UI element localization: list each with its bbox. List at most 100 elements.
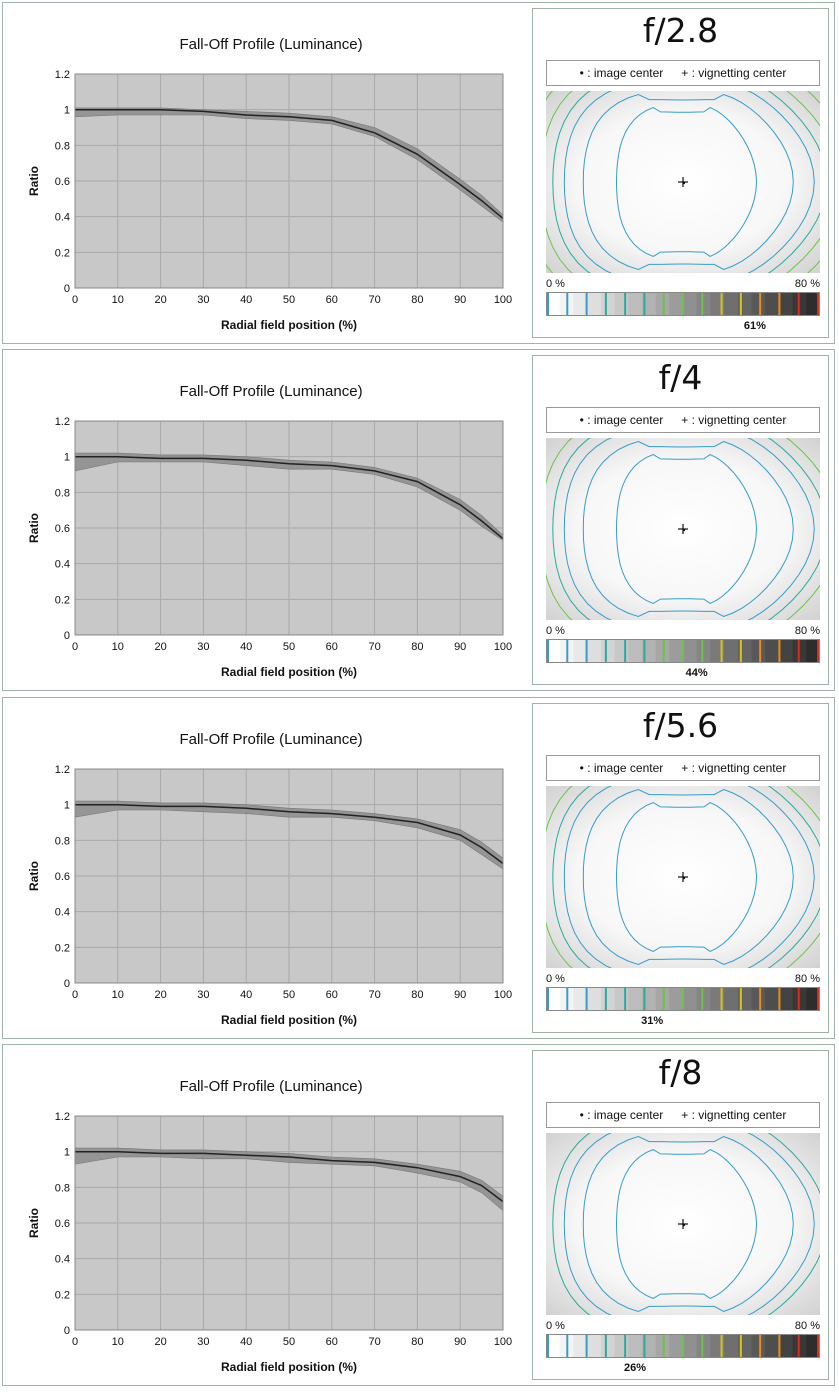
scale-segment <box>806 1334 820 1358</box>
scale-segment <box>778 1334 794 1358</box>
y-tick-label: 1 <box>64 452 70 464</box>
legend-vignetting-center: + : vignetting center <box>681 761 787 775</box>
center-legend: • : image center + : vignetting center <box>546 407 820 433</box>
vignetting-percent: 44% <box>685 667 708 679</box>
scale-segment <box>600 1334 615 1358</box>
scale-segment <box>765 1334 780 1358</box>
scale-segment <box>587 292 602 316</box>
x-tick-label: 80 <box>411 641 423 653</box>
y-tick-label: 0 <box>64 630 70 642</box>
x-tick-label: 70 <box>368 641 380 653</box>
y-axis-label: Ratio <box>27 1208 41 1238</box>
falloff-chart-svg: Fall-Off Profile (Luminance) 0 0.2 0.4 0.6 0.… <box>27 731 512 1027</box>
vignetting-percent: 61% <box>743 320 766 332</box>
x-tick-label: 50 <box>283 989 295 1001</box>
x-tick-label: 60 <box>326 641 338 653</box>
vignetting-contour <box>563 91 815 273</box>
scale-segment <box>614 292 629 316</box>
vignetting-contour <box>615 107 758 257</box>
panel-2: Fall-Off Profile (Luminance) 0 0.2 0.4 0.6 0.… <box>2 349 835 691</box>
vignetting-panel: f/2.8 • : image center + : vignetting cent… <box>532 8 829 338</box>
y-tick-label: 0.8 <box>55 140 70 152</box>
falloff-chart: Fall-Off Profile (Luminance) 0 0.2 0.4 0.6 0.… <box>3 1045 528 1387</box>
y-tick-label: 1.2 <box>55 1111 70 1123</box>
vignetting-scale <box>546 639 820 663</box>
falloff-chart: Fall-Off Profile (Luminance) 0 0.2 0.4 0.6 0.… <box>3 3 528 345</box>
plot-border <box>74 73 504 289</box>
x-axis-label: Radial field position (%) <box>221 1360 357 1374</box>
scale-segment <box>683 987 698 1011</box>
x-tick-label: 50 <box>283 641 295 653</box>
x-tick-label: 100 <box>494 1336 512 1348</box>
scale-segment <box>641 292 657 316</box>
scale-segment <box>765 639 780 663</box>
scale-segment <box>587 639 602 663</box>
scale-segment <box>546 1334 561 1358</box>
y-tick-label: 0 <box>64 283 70 295</box>
scale-border <box>546 1334 820 1358</box>
legend-image-center: • : image center <box>579 413 664 427</box>
falloff-curve <box>75 108 504 219</box>
x-tick-label: 30 <box>197 294 209 306</box>
vignetting-contour <box>552 1133 820 1315</box>
x-tick-label: 40 <box>240 989 252 1001</box>
falloff-curve <box>75 1150 504 1203</box>
vignetting-map <box>546 91 820 273</box>
scale-min-label: 0 % <box>546 625 565 637</box>
x-axis-label: Radial field position (%) <box>221 665 357 679</box>
x-tick-label: 60 <box>326 294 338 306</box>
y-tick-label: 0.6 <box>55 871 70 883</box>
y-tick-label: 0 <box>64 1325 70 1337</box>
x-tick-label: 30 <box>197 989 209 1001</box>
scale-segment <box>669 639 684 663</box>
scale-segment <box>778 639 794 663</box>
scale-segment <box>573 987 588 1011</box>
scale-segment <box>600 987 615 1011</box>
scale-segment <box>724 639 739 663</box>
vignetting-contour <box>582 788 794 966</box>
plot-border <box>74 420 504 636</box>
scale-min-label: 0 % <box>546 973 565 985</box>
y-tick-label: 0.8 <box>55 835 70 847</box>
vignetting-contour <box>615 802 758 952</box>
panel-3: Fall-Off Profile (Luminance) 0 0.2 0.4 0.6 0.… <box>2 697 835 1039</box>
vignetting-panel: f/5.6 • : image center + : vignetting cent… <box>532 703 829 1033</box>
legend-image-center: • : image center <box>579 1108 664 1122</box>
image-center-marker <box>682 1223 686 1227</box>
scale-segment <box>724 292 739 316</box>
scale-segment <box>806 639 820 663</box>
scale-segment <box>655 1334 670 1358</box>
y-tick-label: 0 <box>64 978 70 990</box>
y-tick-label: 0.4 <box>55 559 70 571</box>
chart-title: Fall-Off Profile (Luminance) <box>179 383 362 400</box>
legend-image-center: • : image center <box>579 761 664 775</box>
scale-min-label: 0 % <box>546 1320 565 1332</box>
vignetting-map <box>546 786 820 968</box>
chart-title: Fall-Off Profile (Luminance) <box>179 731 362 748</box>
scale-segment <box>641 987 657 1011</box>
scale-max-label: 80 % <box>794 1320 820 1332</box>
scale-segment <box>724 987 739 1011</box>
y-tick-label: 0.4 <box>55 1254 70 1266</box>
scale-segment <box>765 292 780 316</box>
x-tick-label: 40 <box>240 641 252 653</box>
scale-segment <box>655 987 670 1011</box>
center-legend: • : image center + : vignetting center <box>546 60 820 86</box>
y-tick-label: 0.6 <box>55 1218 70 1230</box>
x-tick-label: 90 <box>454 641 466 653</box>
vignetting-map <box>546 438 820 620</box>
scale-segment <box>546 639 561 663</box>
vignetting-percent: 31% <box>641 1015 664 1027</box>
scale-segment <box>600 639 615 663</box>
scale-segment <box>778 987 794 1011</box>
vignetting-contour <box>563 786 815 968</box>
vignetting-contour <box>563 438 815 620</box>
x-tick-label: 10 <box>112 1336 124 1348</box>
scale-segment <box>546 292 561 316</box>
y-tick-label: 0.2 <box>55 594 70 606</box>
y-tick-label: 0.2 <box>55 942 70 954</box>
x-tick-label: 90 <box>454 1336 466 1348</box>
legend-vignetting-center: + : vignetting center <box>681 1108 787 1122</box>
scale-segment <box>751 987 766 1011</box>
y-tick-label: 1.2 <box>55 416 70 428</box>
